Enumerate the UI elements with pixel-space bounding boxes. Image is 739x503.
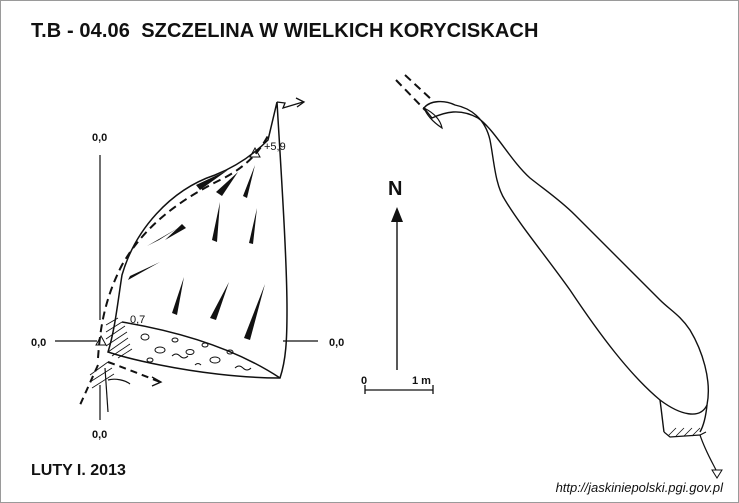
scale-end-label: 1 m: [412, 375, 431, 387]
plan-view: [395, 74, 723, 479]
arrowhead-exit: [151, 376, 163, 387]
north-label: N: [388, 178, 402, 200]
plan-entrance-dash-1: [395, 79, 426, 111]
axis-top-label: 0,0: [92, 132, 107, 144]
floor-hatching: [89, 317, 133, 389]
plan-lower-walls: [659, 399, 708, 433]
axis-bottom-label: 0,0: [92, 429, 107, 441]
plan-entrance-dash-2: [404, 74, 433, 101]
entrance-arrow-top: [276, 101, 304, 110]
height-floor-label: 0,7: [130, 314, 145, 326]
plan-entrance-block: [422, 106, 443, 130]
height-top-label: +5,9: [264, 141, 286, 153]
arrowhead-top: [295, 97, 306, 108]
axis-left-label: 0,0: [31, 337, 46, 349]
plan-lower-ledge: [663, 431, 707, 438]
cave-title: T.B - 04.06 SZCZELINA W WIELKICH KORYCIS…: [31, 20, 539, 42]
flowstone-symbols: [128, 165, 265, 340]
floor-line: [121, 321, 281, 379]
sediment-rubble: [140, 333, 252, 371]
source-url: http://jaskiniepolski.pgi.gov.pl: [555, 480, 723, 495]
plan-hatching: [667, 427, 701, 437]
lower-wall: [104, 367, 109, 413]
lower-ledge: [107, 378, 131, 385]
plan-outline: [423, 100, 709, 415]
survey-date: LUTY I. 2013: [31, 462, 126, 479]
cross-section: [55, 97, 318, 420]
axis-right-label: 0,0: [329, 337, 344, 349]
scale-bar: [364, 385, 434, 394]
plan-station-marker: [711, 469, 723, 479]
lower-dashed-line: [79, 364, 99, 406]
north-arrow-icon: [391, 207, 403, 222]
station-floor-marker: [95, 334, 107, 346]
section-dashed-line: [97, 131, 271, 359]
exit-dashed-line: [107, 361, 161, 383]
north-arrow: N: [388, 178, 403, 370]
section-outline: [107, 101, 288, 379]
scale-start-label: 0: [361, 375, 367, 387]
station-top-marker: [249, 146, 261, 158]
plan-lower-wall: [699, 434, 717, 471]
